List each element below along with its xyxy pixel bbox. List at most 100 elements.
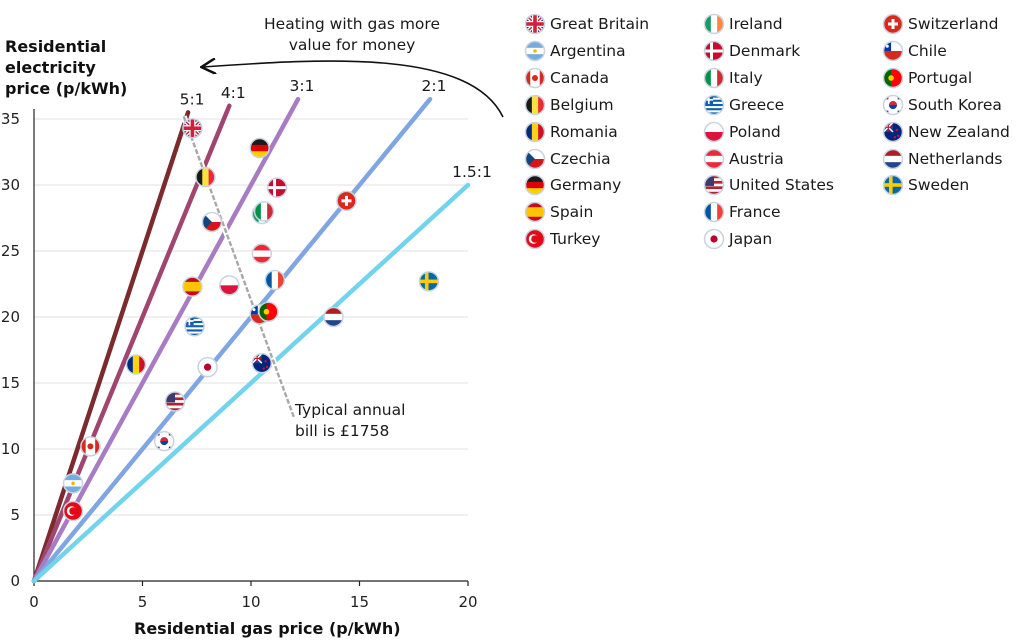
legend-item: Portugal bbox=[882, 67, 972, 89]
legend-item: Denmark bbox=[703, 40, 800, 62]
legend-label: Switzerland bbox=[908, 15, 999, 33]
legend-flag bbox=[524, 13, 546, 35]
legend-label: South Korea bbox=[908, 95, 1002, 114]
legend-flag bbox=[524, 202, 546, 223]
legend-label: Italy bbox=[729, 68, 763, 87]
legend-flag-icon bbox=[703, 40, 725, 62]
legend-item: Poland bbox=[703, 121, 781, 143]
legend-item: Great Britain bbox=[524, 13, 649, 35]
y-axis-label-line: price (p/kWh) bbox=[5, 79, 128, 98]
legend-flag-icon bbox=[703, 202, 725, 223]
legend-item: Argentina bbox=[524, 40, 626, 62]
legend-flag bbox=[703, 121, 725, 142]
legend-flag-icon bbox=[882, 175, 904, 196]
x-tick-label: 5 bbox=[138, 593, 148, 611]
point-be bbox=[195, 166, 216, 188]
legend-flag bbox=[882, 94, 904, 115]
legend-flag-icon bbox=[524, 94, 546, 115]
legend-item: Romania bbox=[524, 121, 618, 143]
y-axis-label-line: Residential bbox=[5, 37, 107, 56]
ratio-labels: 5:1 4:1 3:1 2:1 1.5:1 bbox=[180, 77, 492, 181]
legend-flag-icon bbox=[703, 121, 725, 142]
annotation-line: Typical annual bbox=[295, 401, 406, 419]
point-cz bbox=[201, 211, 223, 233]
legend-label: Germany bbox=[550, 176, 622, 195]
legend-flag bbox=[524, 94, 546, 115]
legend-item: Switzerland bbox=[882, 13, 998, 35]
x-tick-label: 15 bbox=[350, 593, 369, 611]
legend-flag bbox=[703, 94, 725, 115]
x-tick-label: 10 bbox=[241, 593, 260, 611]
legend-flag bbox=[882, 175, 904, 196]
legend-label: Romania bbox=[550, 122, 618, 141]
annotation-line: bill is £1758 bbox=[295, 422, 390, 440]
ratio-label: 5:1 bbox=[180, 90, 205, 108]
annotation-line: value for money bbox=[288, 36, 416, 54]
y-tick-label: 30 bbox=[1, 176, 20, 194]
legend-label: Turkey bbox=[550, 230, 601, 249]
x-axis-label: Residential gas price (p/kWh) bbox=[134, 619, 401, 638]
bill-line-stroke bbox=[182, 115, 296, 420]
legend-flag-icon bbox=[703, 67, 725, 89]
legend-label: Canada bbox=[550, 68, 609, 87]
legend-item: Turkey bbox=[524, 228, 600, 250]
point-it bbox=[253, 201, 275, 222]
bill-line bbox=[180, 115, 298, 420]
data-points bbox=[62, 117, 440, 522]
point-pt bbox=[258, 301, 279, 322]
legend-flag bbox=[882, 13, 904, 35]
legend-label: Spain bbox=[550, 203, 594, 222]
point-at bbox=[251, 243, 273, 264]
legend-flag bbox=[703, 13, 725, 35]
legend-item: Netherlands bbox=[882, 148, 1002, 170]
legend-item: Austria bbox=[703, 148, 784, 170]
legend-flag-icon bbox=[524, 148, 546, 169]
legend-item: Sweden bbox=[882, 174, 969, 196]
ratio-label: 2:1 bbox=[422, 77, 447, 95]
bill-annotation: Typical annual bill is £1758 bbox=[295, 400, 405, 442]
point-nz bbox=[251, 352, 273, 374]
ratio-label: 3:1 bbox=[290, 77, 315, 95]
y-axis-label-line: electricity bbox=[5, 58, 96, 77]
legend-flag bbox=[703, 148, 725, 169]
annotation-line: Heating with gas more bbox=[264, 15, 440, 33]
point-tr bbox=[62, 500, 84, 522]
x-tick-label: 20 bbox=[458, 593, 477, 611]
legend-flag bbox=[703, 40, 725, 62]
point-ch bbox=[336, 190, 357, 212]
y-tick-label: 20 bbox=[1, 308, 20, 326]
legend-flag-icon bbox=[524, 121, 546, 142]
legend-item: Italy bbox=[703, 67, 763, 89]
ratio-label: 4:1 bbox=[221, 84, 246, 102]
point-nl bbox=[323, 306, 344, 328]
ratio-line bbox=[31, 110, 191, 584]
legend-flag-icon bbox=[882, 94, 904, 115]
legend-label: Japan bbox=[729, 230, 773, 249]
point-gr bbox=[184, 315, 205, 337]
ratio-label: 1.5:1 bbox=[452, 163, 492, 181]
legend-label: Argentina bbox=[550, 41, 626, 60]
legend-label: Sweden bbox=[908, 176, 970, 195]
ratio-line bbox=[31, 96, 301, 584]
legend-flag bbox=[882, 148, 904, 169]
legend-flag-icon bbox=[524, 175, 546, 196]
legend-flag bbox=[524, 228, 546, 250]
legend-item: United States bbox=[703, 174, 834, 196]
legend-item: Germany bbox=[524, 174, 621, 196]
legend-flag bbox=[703, 67, 725, 89]
y-tick-label: 5 bbox=[10, 506, 20, 524]
legend-flag bbox=[703, 202, 725, 223]
ratio-lines bbox=[31, 96, 471, 584]
y-tick-label: 25 bbox=[1, 242, 20, 260]
legend-item: Belgium bbox=[524, 94, 614, 116]
legend-flag-icon bbox=[882, 40, 904, 62]
legend-item: New Zealand bbox=[882, 121, 1010, 143]
legend-item: Ireland bbox=[703, 13, 783, 35]
legend-flag-icon bbox=[524, 202, 546, 223]
legend-flag bbox=[524, 121, 546, 142]
x-tick-label: 0 bbox=[29, 593, 39, 611]
ratio-line bbox=[31, 182, 471, 584]
legend-label: Belgium bbox=[550, 95, 614, 114]
legend-label: Poland bbox=[729, 122, 781, 141]
